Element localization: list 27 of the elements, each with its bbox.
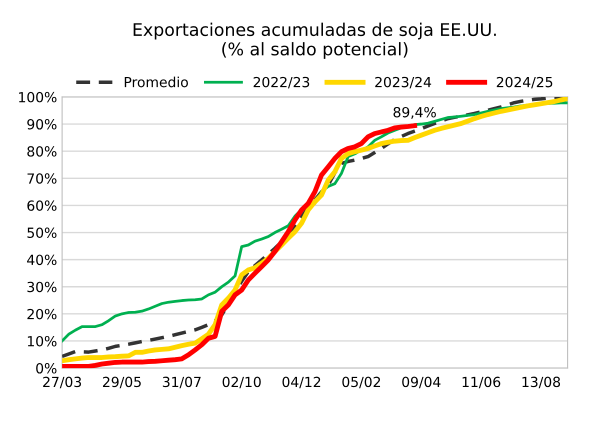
- y-tick-label: 70%: [28, 173, 56, 184]
- x-tick-label: 31/07: [162, 376, 201, 388]
- y-tick-label: 30%: [27, 282, 56, 292]
- y-tick-label: 20%: [27, 308, 56, 320]
- legend-label: 2022/23: [254, 76, 310, 88]
- legend-label: 2023/24: [375, 76, 432, 88]
- x-tick-label: 05/02: [342, 376, 380, 388]
- y-tick-label: 50%: [27, 227, 56, 238]
- y-tick-label: 90%: [27, 119, 56, 130]
- y-tick-label: 60%: [27, 200, 56, 211]
- x-tick-label: 02/10: [222, 376, 261, 388]
- y-tick-label: 100%: [19, 92, 56, 102]
- x-tick-label: 09/04: [402, 376, 440, 388]
- y-tick-label: 0%: [36, 363, 56, 374]
- y-tick-label: 80%: [27, 146, 56, 157]
- legend-label: 2024/25: [496, 76, 552, 88]
- x-tick-label: 27/03: [43, 376, 82, 388]
- annotation: 89,4%: [394, 106, 436, 119]
- chart-title: Exportaciones acumuladas de soja EE.UU. (% al saldo potencial): [134, 22, 496, 59]
- x-tick-label: 11/06: [462, 376, 500, 388]
- y-tick-label: 10%: [28, 336, 56, 346]
- x-tick-label: 13/08: [522, 376, 560, 388]
- legend-label: Promedio: [124, 76, 188, 88]
- line-series: [62, 123, 418, 368]
- x-tick-label: 04/12: [282, 376, 320, 388]
- x-tick-label: 29/05: [102, 376, 141, 388]
- y-tick-label: 40%: [27, 254, 56, 266]
